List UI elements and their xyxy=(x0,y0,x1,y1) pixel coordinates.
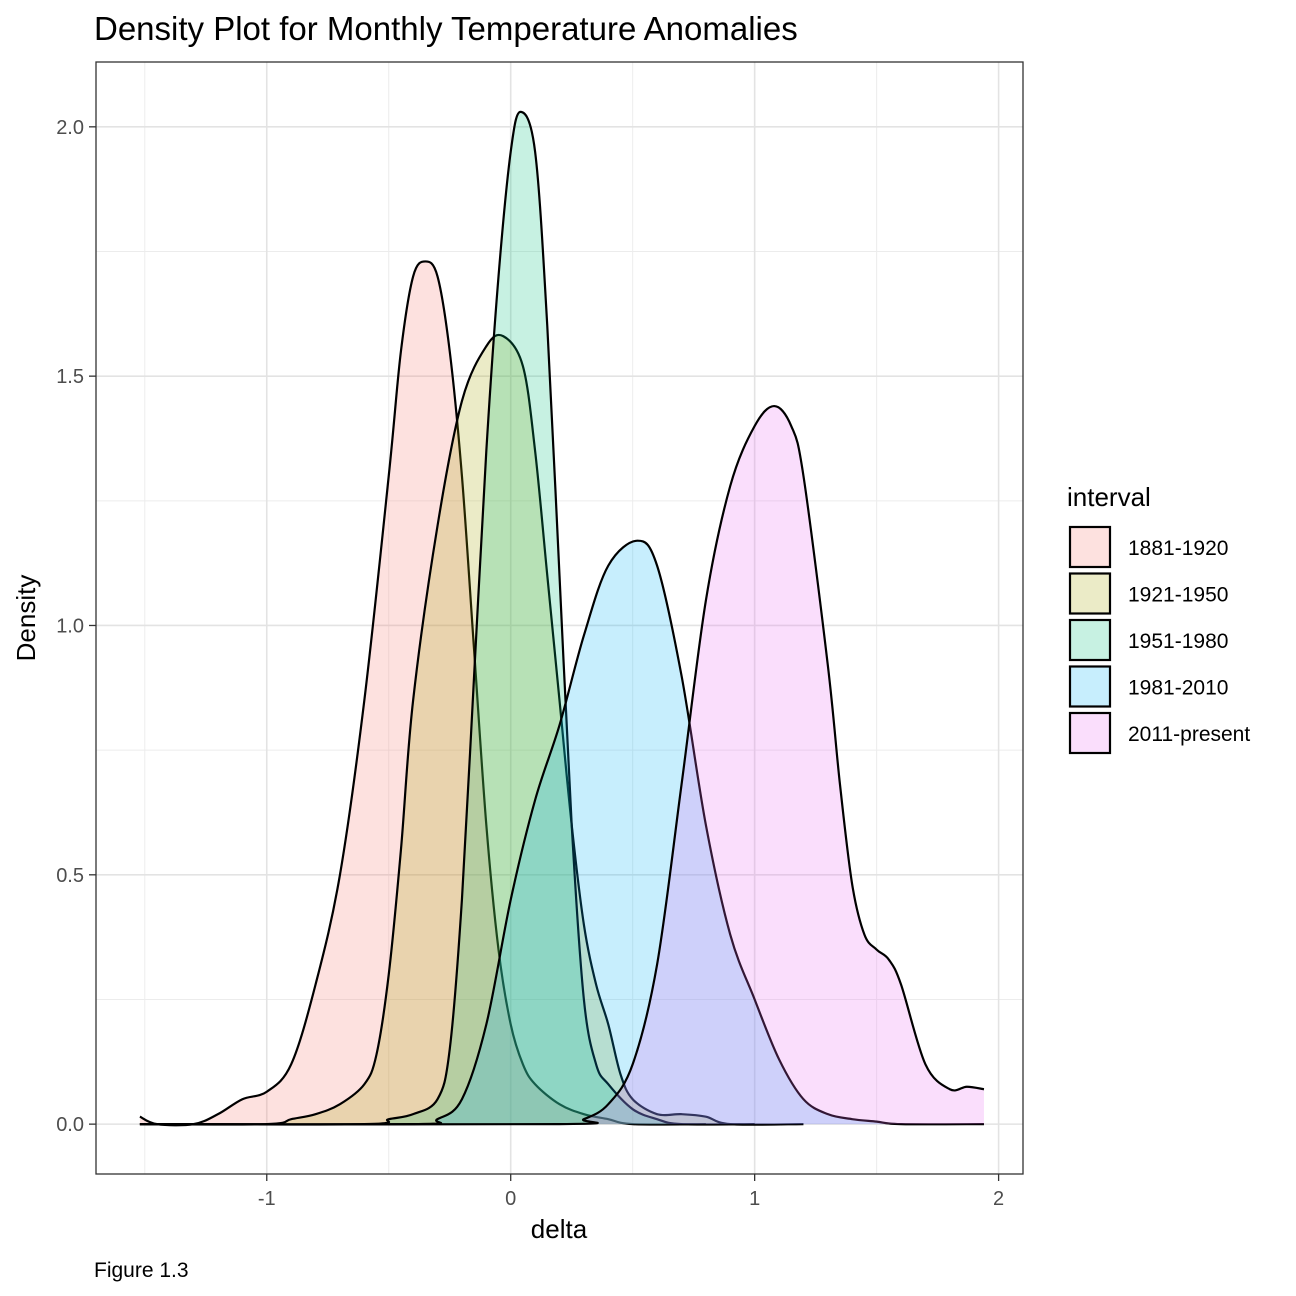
panel-background xyxy=(96,62,1023,1174)
legend-label: 1981-2010 xyxy=(1128,677,1228,700)
legend-key-1981-2010 xyxy=(1068,665,1112,708)
legend-item-1921-1950: 1921-1950 xyxy=(1068,572,1228,615)
minor-gridlines xyxy=(96,62,1023,1174)
y-tick-label: 1.5 xyxy=(56,366,84,388)
series-1951-1980 xyxy=(139,110,755,1126)
legend-key-bg xyxy=(1069,712,1111,754)
y-tick-label: 2.0 xyxy=(56,117,84,139)
panel-border xyxy=(95,61,1024,1175)
density-area-1981-2010 xyxy=(139,540,984,1125)
legend-label: 2011-present xyxy=(1128,723,1250,746)
legend: interval 1881-1920 1921-1950 1951-1980 1981… xyxy=(1067,482,1250,755)
y-axis-label: Density xyxy=(11,575,41,662)
legend-key-1951-1980 xyxy=(1068,618,1112,662)
series-1981-2010 xyxy=(139,539,984,1126)
figure-caption: Figure 1.3 xyxy=(94,1259,189,1282)
density-line-1921-1950 xyxy=(139,333,804,1126)
x-tick-label: 0 xyxy=(505,1188,516,1210)
legend-item-1951-1980: 1951-1980 xyxy=(1068,618,1228,662)
legend-items: 1881-1920 1921-1950 1951-1980 1981-2010 2011… xyxy=(1068,525,1250,755)
legend-key-2011-present xyxy=(1068,711,1112,755)
density-area-1881-1920 xyxy=(139,261,706,1126)
legend-key-bg xyxy=(1069,526,1111,568)
plot-panel xyxy=(95,61,1024,1175)
density-line-1881-1920 xyxy=(139,260,706,1127)
major-gridlines xyxy=(96,62,1023,1174)
y-tick-label: 0.5 xyxy=(56,865,84,887)
legend-key-1881-1920 xyxy=(1068,525,1112,569)
x-tick-label: 1 xyxy=(749,1188,760,1210)
density-area-2011-present xyxy=(139,406,984,1125)
x-tick-label: 2 xyxy=(993,1188,1004,1210)
density-line-1981-2010 xyxy=(139,539,984,1126)
series-1881-1920 xyxy=(139,260,706,1127)
x-axis: -1 0 1 2 xyxy=(258,1174,1004,1210)
y-axis: 0.0 0.5 1.0 1.5 2.0 xyxy=(56,117,96,1136)
x-axis-label: delta xyxy=(531,1214,588,1244)
series-2011-present xyxy=(139,404,985,1126)
legend-key-1921-1950 xyxy=(1068,572,1112,615)
legend-key-bg xyxy=(1069,572,1111,615)
legend-item-2011-present: 2011-present xyxy=(1068,711,1250,755)
density-line-1951-1980 xyxy=(139,110,755,1126)
legend-title: interval xyxy=(1067,482,1151,512)
y-tick-label: 0.0 xyxy=(56,1114,84,1136)
legend-item-1981-2010: 1981-2010 xyxy=(1068,665,1228,708)
chart-title: Density Plot for Monthly Temperature Ano… xyxy=(94,10,798,47)
legend-item-1881-1920: 1881-1920 xyxy=(1068,525,1228,569)
density-series xyxy=(139,110,985,1127)
legend-key-bg xyxy=(1069,665,1111,708)
x-tick-label: -1 xyxy=(258,1188,276,1210)
density-line-2011-present xyxy=(139,404,985,1126)
y-tick-label: 1.0 xyxy=(56,615,84,637)
legend-key-bg xyxy=(1069,619,1111,661)
legend-label: 1921-1950 xyxy=(1128,584,1228,607)
legend-label: 1951-1980 xyxy=(1128,630,1228,653)
legend-label: 1881-1920 xyxy=(1128,537,1228,560)
